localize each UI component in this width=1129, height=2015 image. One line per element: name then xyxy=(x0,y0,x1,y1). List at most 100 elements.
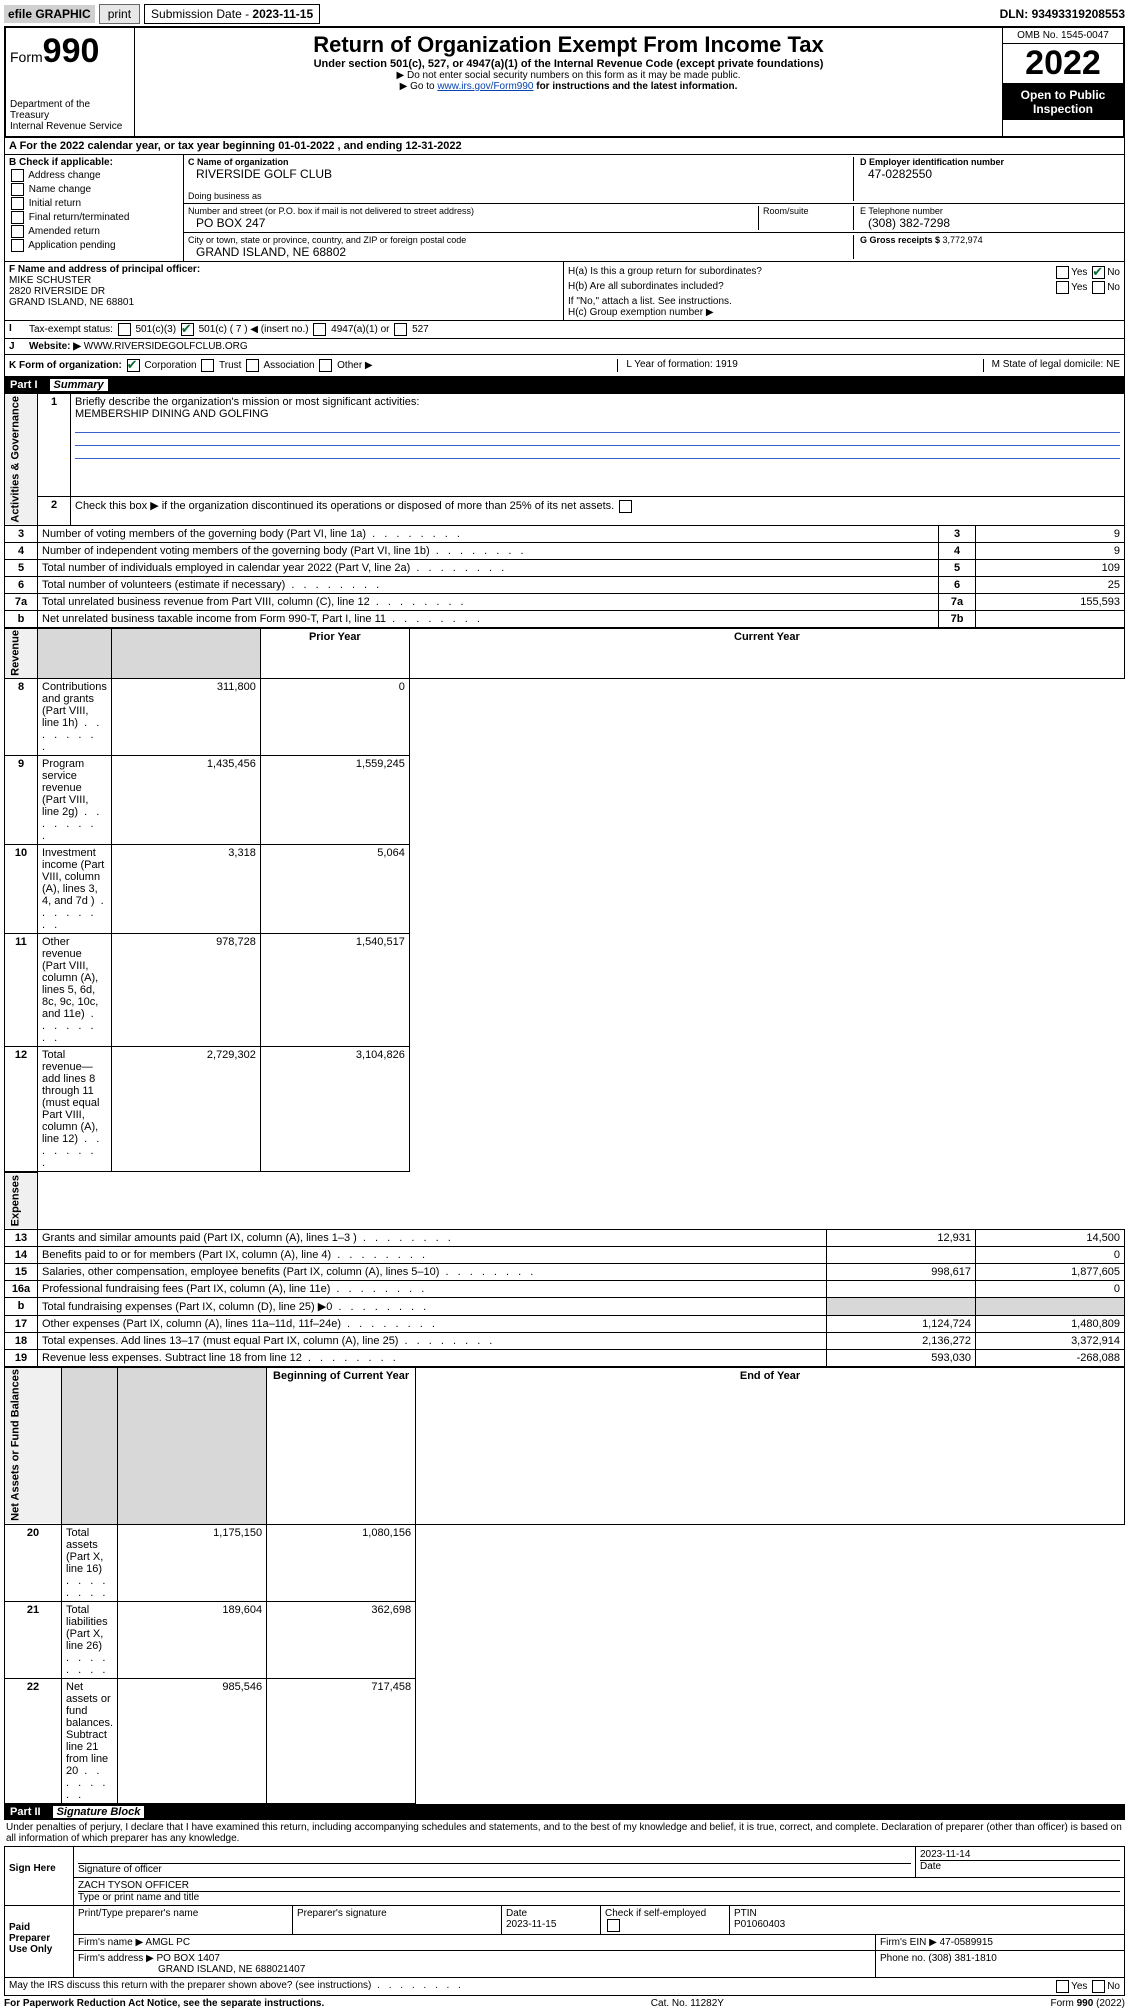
row-j: J Website: ▶ WWW.RIVERSIDEGOLFCLUB.ORG xyxy=(4,339,1125,355)
row-i: I Tax-exempt status: 501(c)(3) 501(c) ( … xyxy=(4,321,1125,339)
header-right: OMB No. 1545-0047 2022 Open to Public In… xyxy=(1002,28,1123,136)
table-row: 14Benefits paid to or for members (Part … xyxy=(5,1246,1125,1263)
ha-no[interactable] xyxy=(1092,266,1105,279)
lbl-corp: Corporation xyxy=(144,360,196,371)
cat-no: Cat. No. 11282Y xyxy=(651,1998,724,2009)
chk-corp[interactable] xyxy=(127,359,140,372)
firm-addr-label: Firm's address ▶ xyxy=(78,1953,154,1964)
q2-text: Check this box ▶ if the organization dis… xyxy=(71,497,1125,525)
paid-preparer-block: Paid Preparer Use Only Print/Type prepar… xyxy=(4,1906,1125,1978)
chk-name-change[interactable]: Name change xyxy=(9,183,179,196)
chk-527[interactable] xyxy=(394,323,407,336)
form-label: Form xyxy=(10,49,43,65)
table-row: 12Total revenue—add lines 8 through 11 (… xyxy=(5,1047,1125,1172)
no-label2: No xyxy=(1107,282,1120,293)
subdate-label: Submission Date - xyxy=(151,7,252,21)
hb-yes[interactable] xyxy=(1056,281,1069,294)
discuss-yes[interactable] xyxy=(1056,1980,1069,1993)
city-label: City or town, state or province, country… xyxy=(188,235,853,245)
table-row: 6Total number of volunteers (estimate if… xyxy=(5,576,1125,593)
col-f: F Name and address of principal officer:… xyxy=(5,262,564,320)
lbl-assoc: Association xyxy=(263,360,314,371)
form-note2: ▶ Go to www.irs.gov/Form990 for instruct… xyxy=(139,81,998,92)
chk-other[interactable] xyxy=(319,359,332,372)
chk-discontinued[interactable] xyxy=(619,500,632,513)
rule1 xyxy=(75,420,1120,433)
org-name-label: C Name of organization xyxy=(188,157,853,167)
table-row: bTotal fundraising expenses (Part IX, co… xyxy=(5,1297,1125,1315)
table-row: 3Number of voting members of the governi… xyxy=(5,525,1125,542)
self-emp-text: Check if self-employed xyxy=(605,1908,706,1919)
yes-label: Yes xyxy=(1071,267,1087,278)
year-formation: L Year of formation: 1919 xyxy=(617,359,737,372)
form-title: Return of Organization Exempt From Incom… xyxy=(139,32,998,58)
chk-assoc[interactable] xyxy=(246,359,259,372)
discuss-row: May the IRS discuss this return with the… xyxy=(4,1978,1125,1996)
paid-preparer-label: Paid Preparer Use Only xyxy=(5,1906,74,1977)
ha-yes[interactable] xyxy=(1056,266,1069,279)
date-label2: Date xyxy=(506,1908,527,1919)
table-row: 15Salaries, other compensation, employee… xyxy=(5,1263,1125,1280)
table-row: 17Other expenses (Part IX, column (A), l… xyxy=(5,1315,1125,1332)
table-row: 10Investment income (Part VIII, column (… xyxy=(5,845,1125,934)
print-button[interactable]: print xyxy=(99,4,140,24)
lbl-527: 527 xyxy=(412,324,429,335)
d-no: No xyxy=(1107,1981,1120,1992)
city-value: GRAND ISLAND, NE 68802 xyxy=(188,245,853,259)
chk-501c7[interactable] xyxy=(181,323,194,336)
efile-label: efile GRAPHIC xyxy=(4,5,95,23)
chk-address-change[interactable]: Address change xyxy=(9,169,179,182)
part1-header: Part I Summary xyxy=(4,377,1125,393)
tel-value: (308) 382-7298 xyxy=(860,216,1120,230)
table-row: 18Total expenses. Add lines 13–17 (must … xyxy=(5,1332,1125,1349)
chk-trust[interactable] xyxy=(201,359,214,372)
addr-label: Number and street (or P.O. box if mail i… xyxy=(188,206,758,216)
state-domicile: M State of legal domicile: NE xyxy=(983,359,1120,372)
chk-self-emp[interactable] xyxy=(607,1919,620,1932)
vlabel-governance: Activities & Governance xyxy=(5,394,38,526)
revenue-table: Revenue Prior Year Current Year 8Contrib… xyxy=(4,628,1125,1173)
dept-treasury: Department of the Treasury xyxy=(10,99,130,121)
lbl-amended: Amended return xyxy=(28,226,100,237)
officer-addr1: 2820 RIVERSIDE DR xyxy=(9,286,559,297)
table-row: 21Total liabilities (Part X, line 26)189… xyxy=(5,1601,1125,1678)
discuss-no[interactable] xyxy=(1092,1980,1105,1993)
prep-name-label: Print/Type preparer's name xyxy=(74,1906,293,1934)
self-emp-label: Check if self-employed xyxy=(601,1906,730,1934)
part2-header: Part II Signature Block xyxy=(4,1804,1125,1820)
sign-here-label: Sign Here xyxy=(5,1847,74,1905)
chk-4947[interactable] xyxy=(313,323,326,336)
note2-pre: ▶ Go to xyxy=(400,81,438,92)
dba-label: Doing business as xyxy=(188,191,853,201)
hc-label: H(c) Group exemption number ▶ xyxy=(568,307,1120,318)
firm-addr2: GRAND ISLAND, NE 688021407 xyxy=(78,1964,305,1975)
chk-pending[interactable]: Application pending xyxy=(9,239,179,252)
irs-link[interactable]: www.irs.gov/Form990 xyxy=(437,81,533,92)
gross-val: 3,772,974 xyxy=(943,235,983,245)
col-c: C Name of organization RIVERSIDE GOLF CL… xyxy=(184,155,1124,261)
dln-label: DLN: xyxy=(1000,7,1032,21)
table-row: 5Total number of individuals employed in… xyxy=(5,559,1125,576)
chk-initial[interactable]: Initial return xyxy=(9,197,179,210)
vlabel-revenue: Revenue xyxy=(5,628,38,679)
header-middle: Return of Organization Exempt From Incom… xyxy=(135,28,1002,136)
firm-ein: 47-0589915 xyxy=(940,1937,993,1948)
tel-label: E Telephone number xyxy=(860,206,1120,216)
form-footer: Form 990 (2022) xyxy=(1051,1998,1126,2009)
prep-date: 2023-11-15 xyxy=(506,1919,556,1930)
lbl-initial: Initial return xyxy=(29,198,81,209)
form-990: 990 xyxy=(43,32,100,70)
website-label: Website: ▶ xyxy=(29,341,81,352)
d-yes: Yes xyxy=(1071,1981,1087,1992)
chk-amended[interactable]: Amended return xyxy=(9,225,179,238)
tax-status-label: Tax-exempt status: xyxy=(29,324,113,335)
hb-no[interactable] xyxy=(1092,281,1105,294)
firm-ein-label: Firm's EIN ▶ xyxy=(880,1937,937,1948)
ha-label: H(a) Is this a group return for subordin… xyxy=(568,266,762,279)
firm-name: AMGL PC xyxy=(145,1937,190,1948)
chk-501c3[interactable] xyxy=(118,323,131,336)
date-label: Date xyxy=(920,1860,1120,1872)
chk-final[interactable]: Final return/terminated xyxy=(9,211,179,224)
q2-inner: Check this box ▶ if the organization dis… xyxy=(75,500,614,512)
fyear: 2022 xyxy=(1099,1998,1121,2009)
